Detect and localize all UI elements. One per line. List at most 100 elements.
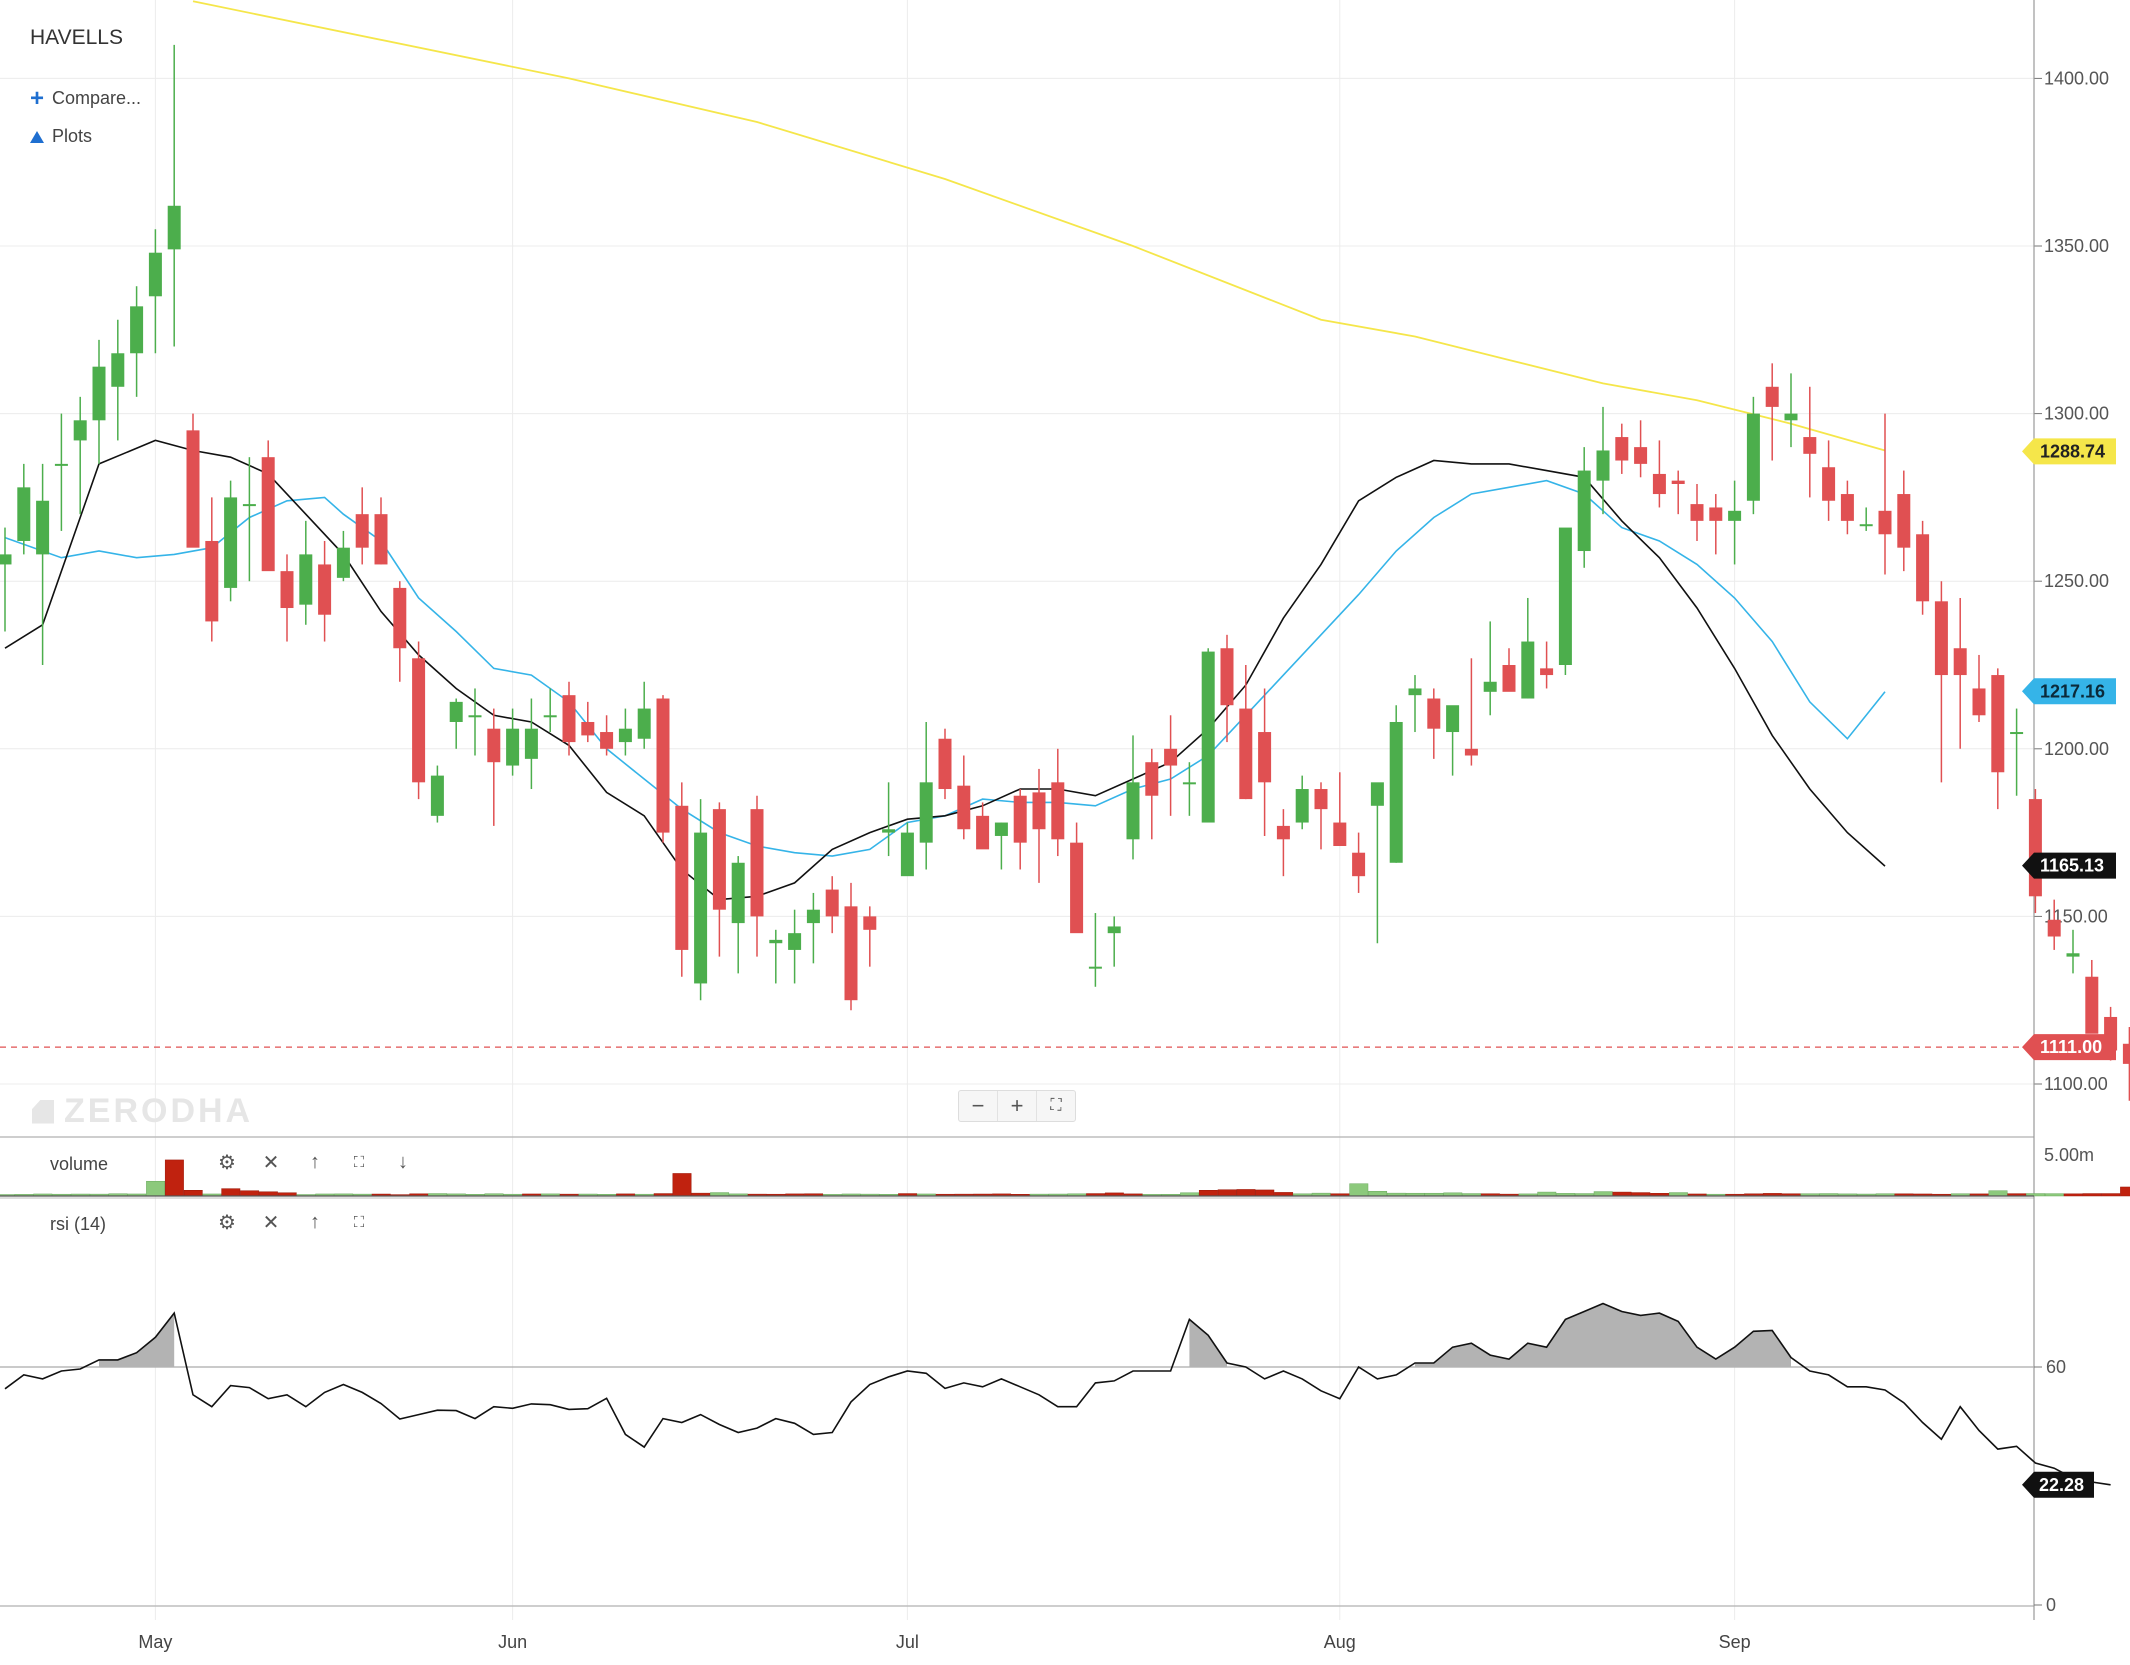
volume-bar [221, 1188, 241, 1197]
candle-body [2085, 976, 2099, 1034]
watermark-text: ZERODHA [64, 1092, 254, 1130]
price-tag-label: 1288.74 [2040, 441, 2105, 461]
candle-body [750, 809, 764, 917]
volume-bar [1217, 1189, 1237, 1197]
triangle-up-icon [30, 130, 44, 143]
volume-move-down-icon[interactable]: ↓ [398, 1151, 408, 1173]
rsi-close-icon[interactable]: ✕ [262, 1212, 280, 1234]
candle [0, 527, 12, 632]
candle [468, 688, 482, 756]
candle-body [1107, 926, 1121, 934]
price-tag-label: 1165.13 [2040, 856, 2104, 876]
compare-button[interactable]: + Compare... [30, 86, 141, 110]
candle [17, 463, 31, 555]
y-tick-label: 1300.00 [2044, 404, 2109, 424]
candle [1972, 654, 1986, 722]
candle [299, 520, 313, 625]
candle [374, 497, 388, 565]
candle-body [167, 205, 181, 250]
candle [2122, 1027, 2130, 1101]
candle-body [806, 909, 820, 924]
candle-body [1934, 601, 1948, 676]
candle [1088, 913, 1102, 987]
candle [882, 782, 896, 857]
candle-body [336, 547, 350, 578]
volume-close-icon[interactable]: ✕ [262, 1152, 280, 1174]
candle [1032, 768, 1046, 883]
candle [675, 782, 689, 977]
candle-body [1652, 473, 1666, 495]
x-tick-label: Jun [498, 1632, 527, 1652]
candle [656, 695, 670, 843]
candle [1258, 688, 1272, 836]
plots-button[interactable]: Plots [30, 126, 92, 147]
candle-body [1051, 782, 1065, 840]
candle [54, 413, 68, 531]
volume-bar [2101, 1193, 2121, 1197]
candle-body [1803, 437, 1817, 454]
candle-body [1032, 792, 1046, 830]
price-tag-sma_short: 1165.13 [2022, 852, 2116, 879]
rsi-settings-icon[interactable]: ⚙ [218, 1212, 236, 1234]
candle-body [111, 353, 125, 387]
candle [731, 856, 745, 974]
candle [1803, 386, 1817, 498]
candle [1070, 822, 1084, 934]
x-tick-label: May [138, 1632, 172, 1652]
zoom-in-button[interactable]: + [998, 1091, 1037, 1121]
candle-body [2010, 732, 2024, 735]
candle-body [1615, 437, 1629, 461]
price-tag-shape [2022, 678, 2116, 705]
candle [1051, 748, 1065, 857]
rsi-move-up-icon[interactable]: ↑ [310, 1211, 320, 1233]
fullscreen-button[interactable]: ⛶ [1050, 1097, 1062, 1114]
candle-body [224, 497, 238, 588]
rsi-overbought-area [1189, 1319, 1227, 1367]
candle [1878, 413, 1892, 575]
volume-bar [1349, 1183, 1369, 1197]
volume-bar [672, 1173, 692, 1197]
candle [1897, 470, 1911, 572]
rsi-tag-shape [2022, 1471, 2094, 1498]
candle-body [1314, 789, 1328, 810]
candle-body [1746, 413, 1760, 501]
rsi-expand-icon[interactable]: ⛶ [353, 1214, 365, 1231]
candle [412, 641, 426, 800]
candle-body [36, 500, 50, 555]
volume-expand-icon[interactable]: ⛶ [353, 1154, 365, 1171]
candle-body [900, 832, 914, 877]
candle [1182, 762, 1196, 816]
rsi-line [4, 1302, 2111, 1486]
candle-body [242, 504, 256, 507]
candle [1558, 527, 1572, 676]
ma-line-sma_mid [4, 479, 1886, 857]
price-tag-shape [2022, 438, 2116, 465]
candle [506, 708, 520, 776]
candle-body [280, 571, 294, 609]
candle-body [731, 862, 745, 924]
candle-body [675, 805, 689, 950]
candle-body [1765, 386, 1779, 407]
volume-move-up-icon[interactable]: ↑ [310, 1151, 320, 1173]
candle [1201, 648, 1215, 823]
candle-body [0, 554, 12, 565]
candle [900, 822, 914, 877]
candle [1822, 440, 1836, 521]
candle-body [769, 939, 783, 944]
price-tag-label: 1217.16 [2040, 681, 2105, 701]
candle [1634, 420, 1648, 478]
rsi-tick-label: 60 [2046, 1357, 2066, 1377]
zoom-out-button[interactable]: − [959, 1091, 998, 1121]
candle-body [1634, 447, 1648, 464]
candle-body [1145, 762, 1159, 796]
candle [825, 876, 839, 934]
candle-body [1201, 651, 1215, 823]
candle [618, 708, 632, 756]
price-tag-last: 1111.00 [2022, 1034, 2116, 1061]
candle-body [1690, 504, 1704, 521]
volume-settings-icon[interactable]: ⚙ [218, 1152, 236, 1174]
candle-body [73, 420, 87, 441]
candle [806, 892, 820, 964]
candle [637, 681, 651, 749]
